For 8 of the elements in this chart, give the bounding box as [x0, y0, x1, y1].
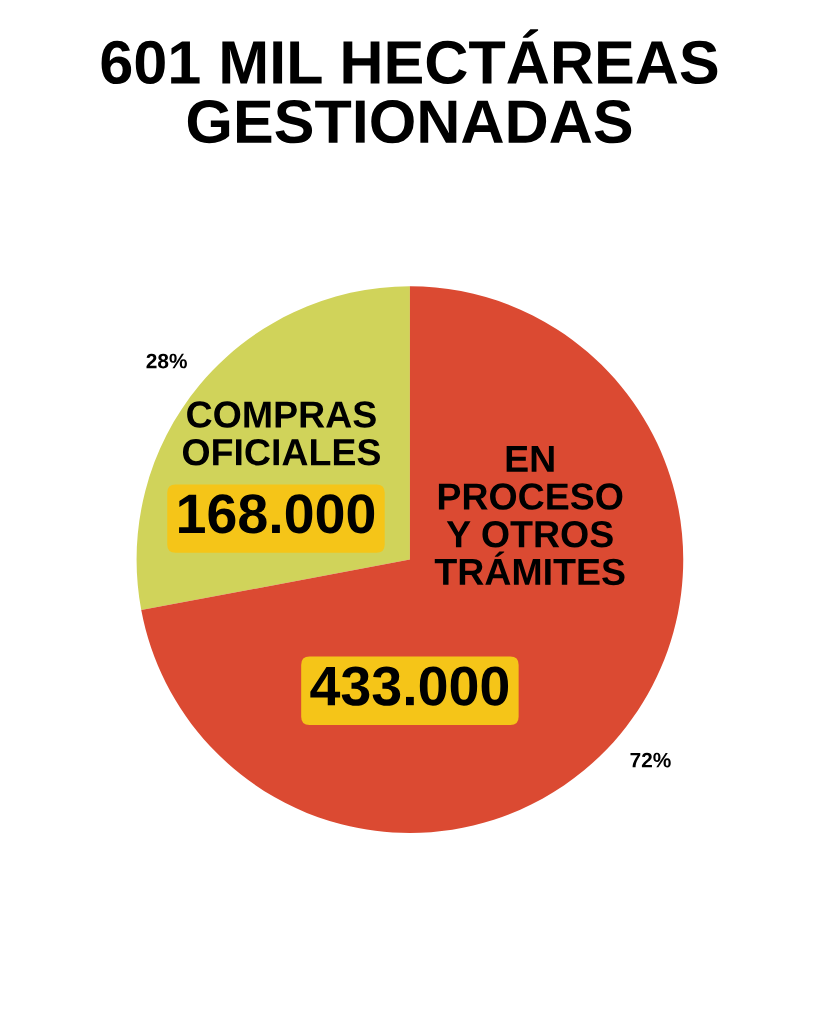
- slice-label: COMPRAS OFICIALES: [182, 401, 380, 466]
- text: 72%: [630, 752, 671, 768]
- slice-label: EN PROCESO Y OTROS TRÁMITES: [434, 446, 625, 586]
- data-label: 168.000: [179, 494, 375, 534]
- data-label: 433.000: [310, 666, 509, 706]
- text: 28%: [146, 353, 187, 369]
- chart-title: 601 MIL HECTÁREAS GESTIONADAS: [101, 29, 718, 144]
- pie-slice: [141, 286, 684, 833]
